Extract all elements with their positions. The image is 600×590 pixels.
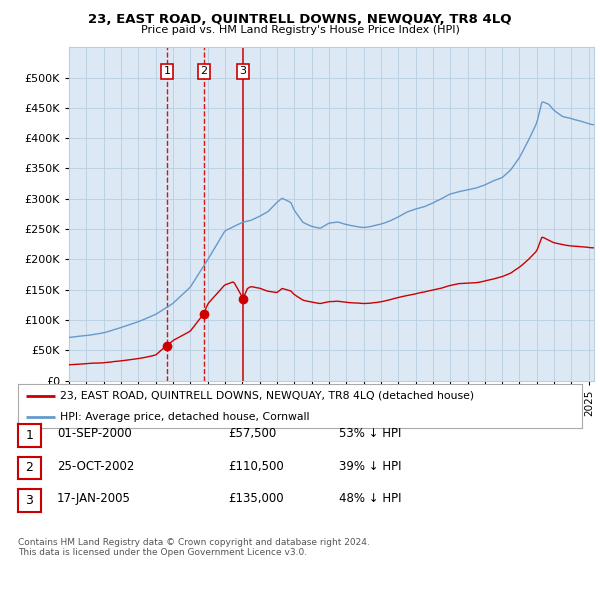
- Text: 17-JAN-2005: 17-JAN-2005: [57, 492, 131, 505]
- Text: 1: 1: [25, 429, 34, 442]
- Text: £135,000: £135,000: [228, 492, 284, 505]
- Text: 23, EAST ROAD, QUINTRELL DOWNS, NEWQUAY, TR8 4LQ (detached house): 23, EAST ROAD, QUINTRELL DOWNS, NEWQUAY,…: [60, 391, 475, 401]
- Text: Price paid vs. HM Land Registry's House Price Index (HPI): Price paid vs. HM Land Registry's House …: [140, 25, 460, 35]
- Text: 25-OCT-2002: 25-OCT-2002: [57, 460, 134, 473]
- Text: 01-SEP-2000: 01-SEP-2000: [57, 427, 132, 440]
- Text: 48% ↓ HPI: 48% ↓ HPI: [339, 492, 401, 505]
- Text: Contains HM Land Registry data © Crown copyright and database right 2024.
This d: Contains HM Land Registry data © Crown c…: [18, 538, 370, 558]
- Text: 3: 3: [239, 67, 247, 77]
- Text: 2: 2: [200, 67, 208, 77]
- Text: 23, EAST ROAD, QUINTRELL DOWNS, NEWQUAY, TR8 4LQ: 23, EAST ROAD, QUINTRELL DOWNS, NEWQUAY,…: [88, 13, 512, 26]
- Text: 2: 2: [25, 461, 34, 474]
- Text: 1: 1: [164, 67, 170, 77]
- Text: HPI: Average price, detached house, Cornwall: HPI: Average price, detached house, Corn…: [60, 412, 310, 422]
- Text: 3: 3: [25, 494, 34, 507]
- Text: £57,500: £57,500: [228, 427, 276, 440]
- Text: 53% ↓ HPI: 53% ↓ HPI: [339, 427, 401, 440]
- Text: £110,500: £110,500: [228, 460, 284, 473]
- Text: 39% ↓ HPI: 39% ↓ HPI: [339, 460, 401, 473]
